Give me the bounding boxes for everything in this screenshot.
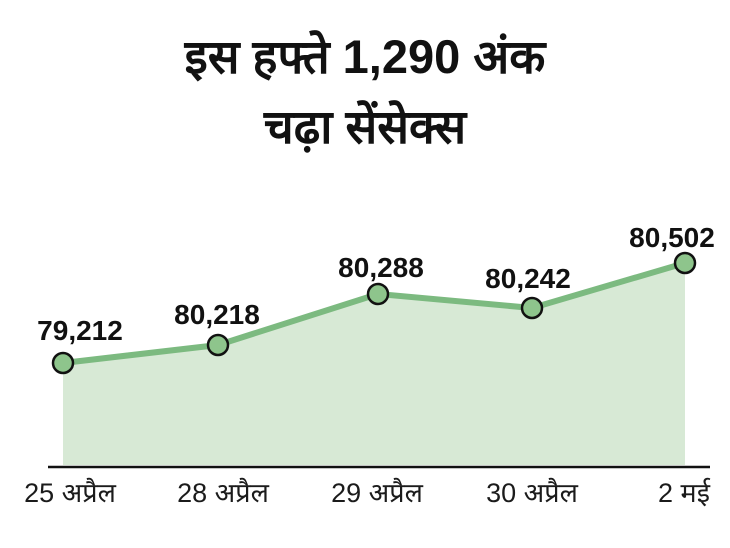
value-label: 80,502	[629, 222, 715, 253]
x-axis-label: 30 अप्रैल	[486, 477, 579, 508]
x-axis-label: 28 अप्रैल	[177, 477, 270, 508]
value-label: 80,242	[485, 263, 571, 294]
x-axis-label: 25 अप्रैल	[24, 477, 117, 508]
x-axis-label: 2 मई	[658, 477, 711, 508]
value-labels: 79,212 80,218 80,288 80,242 80,502	[37, 222, 715, 346]
data-point-marker	[673, 251, 697, 275]
data-point-marker	[520, 296, 544, 320]
data-point-markers	[51, 251, 697, 375]
value-label: 80,288	[338, 252, 424, 283]
x-axis-labels: 25 अप्रैल 28 अप्रैल 29 अप्रैल 30 अप्रैल 2 मई	[24, 477, 711, 508]
data-point-marker	[366, 282, 390, 306]
chart-title-line2: चढ़ा सेंसेक्स	[263, 100, 467, 153]
data-point-marker	[206, 333, 230, 357]
data-point-marker	[51, 351, 75, 375]
x-axis-label: 29 अप्रैल	[331, 477, 424, 508]
value-label: 79,212	[37, 315, 123, 346]
chart-title: इस हफ्ते 1,290 अंक चढ़ा सेंसेक्स	[0, 22, 730, 162]
value-label: 80,218	[174, 299, 260, 330]
chart-title-line1: इस हफ्ते 1,290 अंक	[184, 30, 546, 83]
